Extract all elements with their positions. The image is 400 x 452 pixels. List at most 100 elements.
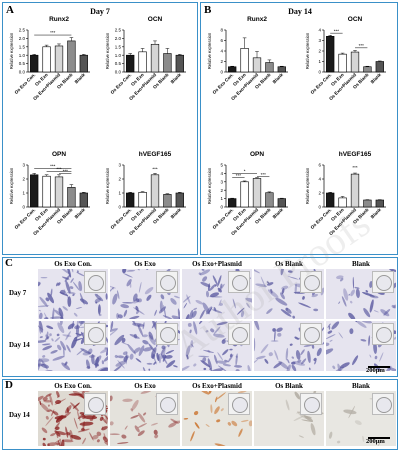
bar bbox=[175, 192, 184, 208]
bar bbox=[150, 43, 160, 73]
stain-mark bbox=[116, 313, 120, 319]
stain-mark bbox=[117, 355, 125, 359]
stain-mark bbox=[297, 359, 302, 363]
stain-mark bbox=[95, 301, 98, 304]
stain-mark bbox=[245, 297, 252, 304]
stain-mark bbox=[142, 334, 148, 338]
bar bbox=[79, 54, 88, 73]
stain-mark bbox=[214, 443, 227, 446]
bar bbox=[265, 62, 274, 73]
stain-mark bbox=[199, 269, 211, 276]
category-label: Blank bbox=[74, 72, 87, 85]
stain-mark bbox=[185, 345, 191, 357]
stain-mark bbox=[154, 434, 159, 439]
stain-mark bbox=[126, 270, 136, 272]
stain-mark bbox=[221, 339, 226, 344]
stain-mark bbox=[294, 283, 297, 295]
stain-mark bbox=[78, 280, 83, 292]
stain-mark bbox=[143, 347, 153, 352]
stain-mark bbox=[47, 404, 50, 407]
stain-mark bbox=[313, 357, 317, 362]
stain-mark bbox=[42, 355, 46, 358]
significance-mark: *** bbox=[352, 165, 358, 170]
bar bbox=[163, 194, 172, 208]
stain-mark bbox=[70, 278, 74, 283]
stain-mark bbox=[281, 288, 285, 295]
y-tick-label: 5 bbox=[220, 163, 223, 168]
stain-mark bbox=[231, 420, 238, 427]
stain-mark bbox=[237, 391, 247, 394]
stain-mark bbox=[336, 440, 341, 444]
stain-mark bbox=[254, 359, 259, 364]
stain-mark bbox=[101, 360, 105, 365]
stain-mark bbox=[238, 428, 243, 437]
stain-mark bbox=[217, 275, 222, 288]
stain-mark bbox=[276, 327, 283, 332]
stain-mark bbox=[117, 441, 129, 445]
stain-mark bbox=[66, 269, 72, 278]
stain-mark bbox=[162, 315, 173, 319]
chart-a-runx2: Runx2 Relative expression 0.0 0.5 1.0 1.5 2.0 2… bbox=[9, 16, 90, 101]
micrograph-texture bbox=[183, 391, 252, 446]
stain-mark bbox=[173, 420, 180, 424]
stain-mark bbox=[247, 365, 251, 371]
stain-mark bbox=[72, 402, 80, 409]
stain-mark bbox=[202, 276, 208, 282]
stain-mark bbox=[46, 325, 54, 330]
category-label: Blank bbox=[370, 207, 383, 220]
stain-mark bbox=[338, 301, 341, 304]
panel-d-micrograph bbox=[38, 391, 108, 446]
stain-mark bbox=[153, 361, 157, 365]
stain-mark bbox=[101, 417, 107, 424]
stain-mark bbox=[246, 302, 250, 308]
stain-mark bbox=[44, 317, 49, 319]
y-tick-label: 4 bbox=[318, 28, 321, 33]
stain-mark bbox=[343, 288, 349, 301]
stain-mark bbox=[94, 363, 100, 367]
micrograph-texture bbox=[336, 269, 396, 319]
chart-title: hVEGF165 bbox=[139, 151, 172, 158]
stain-mark bbox=[67, 296, 72, 307]
panel-c-scale-label: 200μm bbox=[366, 367, 385, 374]
stain-mark bbox=[294, 391, 301, 400]
stain-mark bbox=[188, 309, 194, 319]
stain-mark bbox=[272, 328, 276, 332]
stain-mark bbox=[361, 321, 373, 324]
stain-mark bbox=[54, 337, 61, 342]
well-image bbox=[88, 327, 104, 343]
stain-mark bbox=[60, 269, 71, 275]
stain-mark bbox=[380, 309, 390, 317]
y-tick-label: 0.0 bbox=[115, 70, 122, 75]
well-image bbox=[376, 275, 392, 291]
significance-mark: *** bbox=[63, 169, 69, 174]
stain-mark bbox=[386, 366, 396, 371]
panel-d-column-label: Os Blank bbox=[275, 382, 303, 390]
category-label: Blank bbox=[170, 72, 183, 85]
stain-mark bbox=[138, 345, 145, 356]
chart-title: OCN bbox=[348, 16, 363, 23]
stain-mark bbox=[316, 347, 322, 357]
stain-mark bbox=[82, 437, 87, 445]
bar bbox=[252, 178, 262, 208]
stain-mark bbox=[73, 312, 78, 317]
stain-mark bbox=[222, 349, 229, 356]
bar bbox=[363, 199, 372, 208]
stain-mark bbox=[193, 363, 197, 367]
stain-mark bbox=[311, 344, 315, 349]
panel-d-column-label: Os Exo bbox=[134, 382, 156, 390]
stain-mark bbox=[112, 293, 118, 305]
stain-mark bbox=[62, 306, 68, 311]
stain-mark bbox=[50, 349, 58, 354]
panel-c-column-label: Blank bbox=[352, 260, 370, 268]
bar bbox=[277, 198, 286, 208]
stain-mark bbox=[58, 307, 64, 318]
well-inset bbox=[372, 323, 394, 345]
bar bbox=[42, 175, 51, 208]
stain-mark bbox=[150, 422, 159, 426]
stain-mark bbox=[38, 324, 44, 331]
stain-mark bbox=[130, 414, 139, 419]
stain-mark bbox=[217, 287, 222, 293]
stain-mark bbox=[39, 321, 43, 333]
bar bbox=[338, 53, 347, 73]
stain-mark bbox=[200, 360, 211, 368]
